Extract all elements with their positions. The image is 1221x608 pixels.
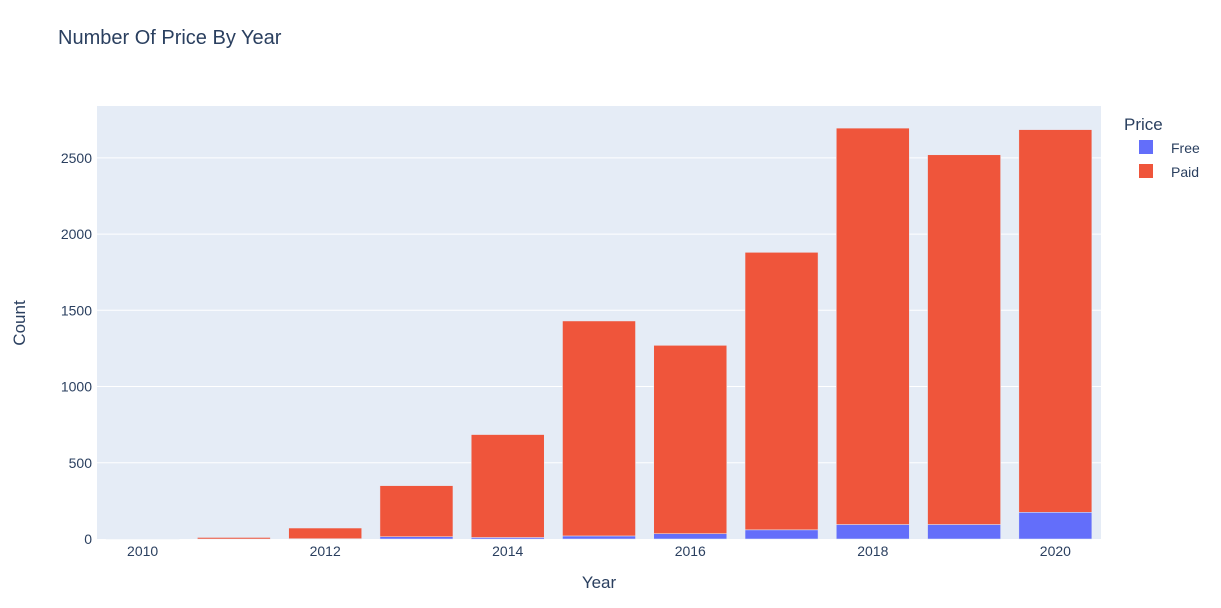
legend-title: Price [1124, 115, 1163, 134]
x-tick-label: 2020 [1040, 543, 1071, 559]
x-tick-label: 2016 [675, 543, 706, 559]
bar-paid-2013[interactable] [379, 485, 454, 537]
bar-free-2019[interactable] [927, 524, 1001, 540]
y-axis-ticks: 0 500 1000 1500 2000 2500 [61, 150, 92, 547]
legend-swatch [1139, 140, 1153, 154]
x-tick-label: 2012 [310, 543, 341, 559]
bars [105, 127, 1093, 540]
bar-paid-2016[interactable] [653, 345, 728, 534]
bar-paid-2019[interactable] [927, 154, 1001, 525]
x-tick-label: 2010 [127, 543, 158, 559]
legend-swatch [1139, 164, 1153, 178]
bar-free-2020[interactable] [1018, 512, 1093, 540]
x-axis-ticks: 2010 2012 2014 2016 2018 2020 [127, 543, 1071, 559]
bar-paid-2017[interactable] [744, 252, 819, 531]
y-tick-label: 2500 [61, 150, 92, 166]
x-tick-label: 2014 [492, 543, 523, 559]
bar-paid-2014[interactable] [470, 434, 545, 538]
y-tick-label: 0 [84, 531, 92, 547]
y-tick-label: 500 [69, 455, 93, 471]
bar-free-2013[interactable] [379, 536, 454, 540]
y-tick-label: 1000 [61, 379, 92, 395]
x-axis-title: Year [582, 573, 617, 592]
legend-label: Free [1171, 140, 1200, 156]
legend-item-paid[interactable]: Paid [1139, 164, 1199, 180]
y-axis-title: Count [10, 300, 29, 346]
bar-free-2015[interactable] [562, 535, 636, 540]
bar-free-2017[interactable] [744, 529, 819, 540]
bar-paid-2012[interactable] [288, 527, 362, 539]
chart-title: Number Of Price By Year [58, 27, 282, 49]
legend[interactable]: Price Free Paid [1124, 115, 1200, 180]
y-tick-label: 1500 [61, 302, 92, 318]
y-tick-label: 2000 [61, 226, 92, 242]
legend-item-free[interactable]: Free [1139, 140, 1200, 156]
bar-paid-2015[interactable] [562, 320, 636, 537]
bar-paid-2011[interactable] [197, 537, 271, 540]
bar-paid-2018[interactable] [836, 127, 910, 525]
x-tick-label: 2018 [857, 543, 888, 559]
legend-label: Paid [1171, 164, 1199, 180]
bar-free-2018[interactable] [836, 524, 910, 540]
bar-paid-2020[interactable] [1018, 129, 1093, 513]
bar-free-2016[interactable] [653, 533, 728, 540]
